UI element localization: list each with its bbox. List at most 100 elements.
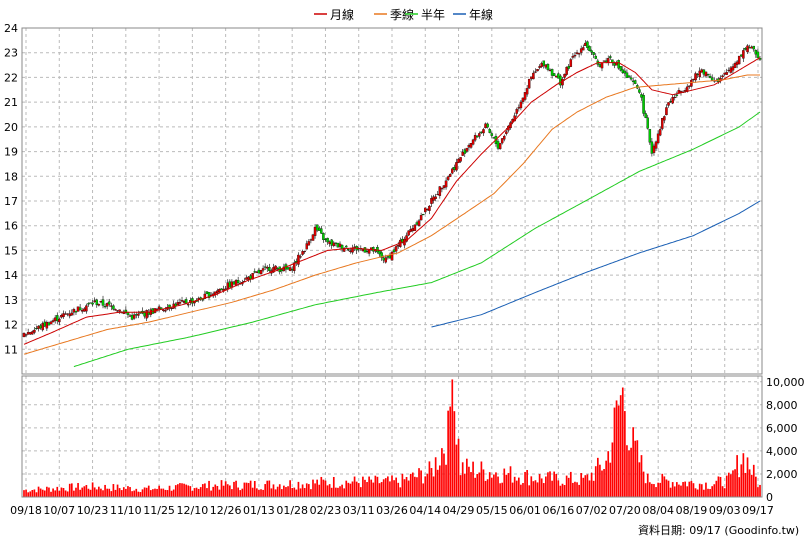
candle-body [650, 141, 654, 154]
candle-body [621, 69, 625, 73]
volume-bar [141, 489, 144, 497]
volume-bar [37, 486, 40, 497]
volume-bar [463, 473, 466, 497]
candle-body [469, 143, 473, 148]
candle-body [280, 269, 284, 272]
volume-bar [532, 481, 535, 497]
candle-body [663, 116, 666, 121]
volume-bar [680, 485, 682, 497]
volume-bar [447, 410, 449, 497]
candle-body [28, 332, 32, 335]
volume-bar [316, 479, 318, 497]
volume-bar [588, 480, 591, 497]
candle-body [569, 59, 573, 67]
volume-bar [258, 489, 260, 497]
volume-bar [755, 476, 757, 497]
volume-bar [611, 442, 614, 497]
candle-body [733, 63, 737, 68]
legend-month-label: 月線 [330, 7, 354, 22]
volume-bar [661, 473, 664, 497]
volume-bar [247, 483, 250, 497]
date-tick-label: 03/26 [376, 504, 408, 517]
candle-body [671, 97, 674, 104]
volume-bar [715, 480, 718, 497]
candle-body [540, 63, 543, 67]
candle-body [349, 250, 352, 252]
volume-bar [181, 483, 183, 497]
volume-bar [283, 485, 285, 497]
volume-bar [526, 470, 528, 497]
volume-bar [299, 488, 302, 497]
candle-body [546, 64, 550, 70]
volume-bar [222, 485, 225, 497]
volume-bar [166, 490, 169, 497]
candle-body [103, 306, 107, 308]
volume-bar [212, 486, 215, 497]
volume-bar [482, 469, 485, 497]
candle-body [532, 72, 535, 80]
volume-bar [378, 483, 381, 497]
volume-bar [274, 489, 277, 497]
volume-bar [95, 489, 98, 497]
candle-body [313, 226, 317, 236]
volume-bar [108, 488, 111, 497]
candle-body [338, 243, 342, 247]
volume-bar [160, 488, 163, 497]
volume-bar [77, 483, 79, 497]
volume-bar [578, 484, 580, 497]
volume-bar [241, 488, 244, 497]
candle-body [361, 249, 365, 252]
candle-body [459, 157, 462, 162]
candle-body [263, 266, 267, 268]
volume-bar [382, 479, 385, 497]
volume-bar [505, 474, 508, 497]
volume-bar [395, 477, 397, 497]
candle-body [465, 147, 469, 152]
volume-bar [112, 484, 115, 497]
candle-body [594, 55, 598, 59]
volume-bar [757, 487, 759, 497]
candle-body [85, 305, 88, 312]
volume-bar [297, 481, 300, 497]
candle-body [334, 242, 338, 244]
volume-bar [599, 464, 601, 497]
candle-body [297, 254, 300, 265]
legend-half-label: 半年 [421, 8, 445, 22]
volume-bar [700, 484, 703, 497]
volume-bar [638, 462, 641, 497]
volume-bar [349, 483, 352, 497]
volume-bar [634, 440, 637, 497]
candle-body [345, 245, 348, 248]
candle-body [536, 69, 539, 72]
candle-body [430, 198, 433, 204]
volume-bar [249, 480, 252, 497]
volume-bar [374, 475, 377, 497]
candle-body [619, 66, 622, 71]
candle-body [22, 333, 26, 338]
candle-body [737, 55, 741, 65]
volume-bar [734, 469, 736, 497]
volume-bar [424, 476, 427, 497]
volume-bar [517, 477, 520, 497]
volume-bar [621, 387, 624, 497]
candle-body [640, 94, 643, 98]
candle-body [43, 321, 47, 327]
candle-body [550, 69, 554, 76]
volume-bar [156, 488, 158, 497]
candle-body [530, 76, 533, 79]
candle-body [571, 56, 575, 58]
volume-bar [310, 489, 312, 497]
volume-bar [220, 480, 223, 497]
volume-bar [432, 476, 435, 497]
candle-body [203, 293, 207, 299]
candle-body [428, 205, 431, 211]
candle-body [690, 79, 693, 87]
volume-bar [133, 490, 136, 497]
volume-bar [605, 460, 607, 497]
volume-bar [120, 490, 123, 497]
candle-body [118, 309, 121, 312]
candle-body [53, 317, 57, 321]
volume-bar [617, 405, 620, 497]
volume-bar [81, 487, 84, 497]
volume-bar [335, 487, 337, 497]
